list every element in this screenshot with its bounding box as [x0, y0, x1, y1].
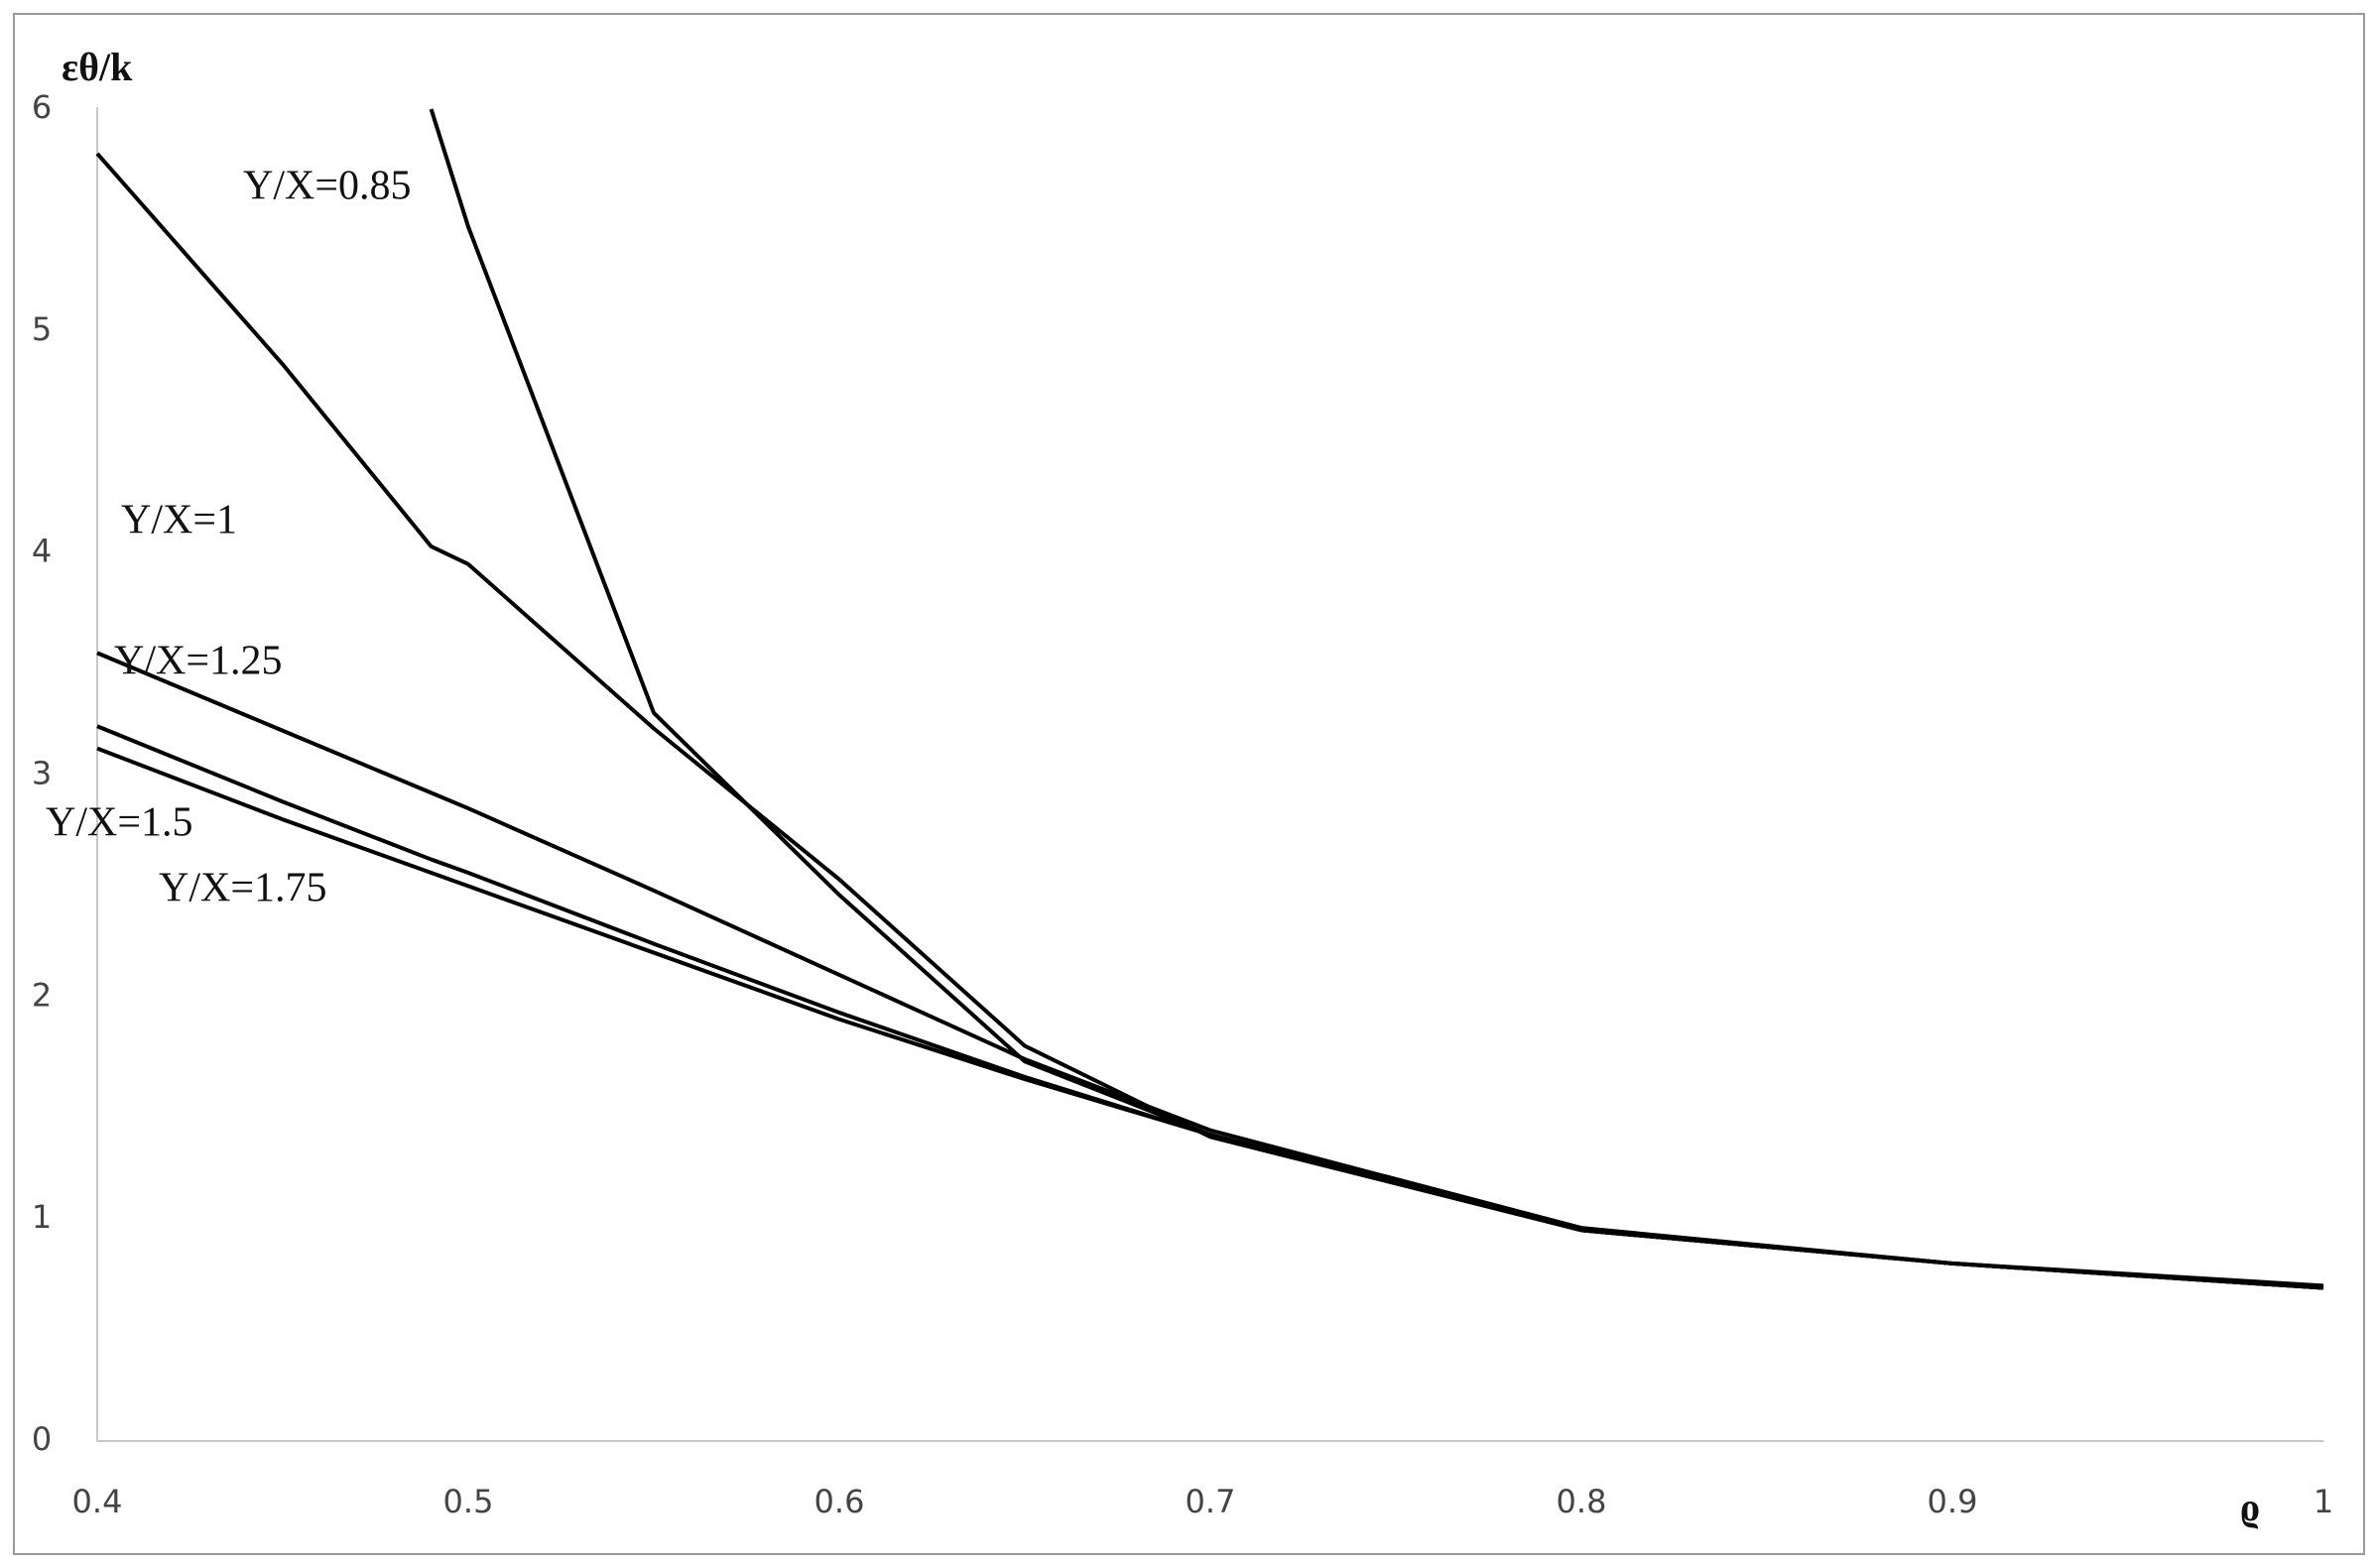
series-line: [96, 746, 2324, 1290]
y-tick-label: 0: [32, 1420, 52, 1458]
y-tick-label: 1: [32, 1198, 52, 1236]
series-line: [429, 108, 2324, 1290]
x-tick-label: 1: [2314, 1483, 2333, 1520]
frame: [13, 13, 2365, 1555]
x-tick-label: 0.6: [814, 1483, 865, 1520]
series-label: Y/X=0.85: [243, 164, 412, 209]
x-tick-label: 0.5: [443, 1483, 494, 1520]
x-tick-label: 0.4: [72, 1483, 123, 1520]
x-tick-label: 0.7: [1186, 1483, 1236, 1520]
series-line: [95, 152, 2324, 1290]
series-label: Y/X=1.5: [46, 800, 193, 846]
series-label: Y/X=1.75: [159, 866, 327, 911]
series-label: Y/X=1: [121, 498, 237, 543]
y-tick-label: 6: [32, 88, 52, 126]
y-axis-label: εθ/k: [62, 45, 133, 89]
y-tick-label: 4: [32, 533, 52, 570]
series-label: Y/X=1.25: [114, 639, 283, 684]
x-tick-label: 0.8: [1557, 1483, 1607, 1520]
y-tick-label: 5: [32, 310, 52, 348]
y-tick-label: 2: [32, 976, 52, 1014]
series-line: [96, 724, 2324, 1290]
series-line: [96, 651, 2324, 1288]
y-tick-label: 3: [32, 755, 52, 792]
x-axis-label: ϱ: [2240, 1485, 2260, 1529]
x-tick-label: 0.9: [1928, 1483, 1978, 1520]
